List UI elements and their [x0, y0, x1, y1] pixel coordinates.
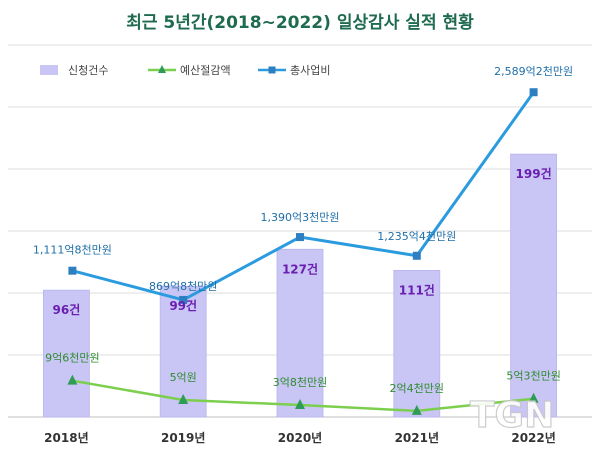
chart-title: 최근 5년간(2018~2022) 일상감사 실적 현황 [126, 13, 474, 33]
legend-swatch-0 [40, 65, 58, 75]
budget-savings-label-4: 5억3천만원 [506, 369, 560, 383]
total-cost-label-2: 1,390억3천만원 [261, 210, 340, 224]
legend: 신청건수 예산절감액 총사업비 [40, 64, 330, 77]
point-total-cost-1 [179, 295, 188, 304]
bar-4 [510, 153, 558, 418]
bar-0 [43, 289, 90, 418]
total-cost-label-3: 1,235억4천만원 [377, 229, 456, 243]
point-total-cost-4 [529, 88, 538, 97]
x-tick-label-3: 2021년 [395, 431, 439, 445]
bar-3 [393, 269, 441, 418]
bar-label-3: 111건 [399, 282, 435, 297]
bar-label-4: 199건 [516, 166, 552, 181]
point-total-cost-0 [68, 266, 77, 275]
watermark-logo: TGN [470, 395, 554, 436]
point-budget-savings-2 [295, 399, 305, 410]
budget-savings-label-1: 5억원 [170, 371, 197, 384]
x-tick-label-1: 2019년 [161, 431, 205, 445]
category-axis: 2018년 2019년 2020년 2021년 2022년 [44, 431, 556, 445]
line-series [67, 88, 539, 415]
point-budget-savings-4 [528, 392, 539, 403]
legend-label-1: 예산절감액 [180, 64, 231, 77]
x-tick-label-0: 2018년 [44, 431, 88, 445]
point-budget-savings-3 [411, 404, 422, 415]
total-cost-label-0: 1,111억8천만원 [33, 243, 112, 257]
point-budget-savings-0 [67, 374, 78, 385]
bar-label-0: 96건 [53, 302, 81, 317]
budget-savings-label-3: 2억4천만원 [390, 381, 444, 395]
x-tick-label-4: 2022년 [511, 431, 555, 445]
bar-label-2: 127건 [282, 261, 318, 276]
legend-label-2: 총사업비 [290, 64, 330, 77]
budget-savings-label-2: 3억8천만원 [273, 375, 327, 389]
x-tick-label-2: 2020년 [278, 431, 322, 445]
point-budget-savings-1 [178, 394, 189, 404]
data-labels: 96건 99건 127건 111건 199건 1,111억8천만원 869억8천만원 1,39… [33, 64, 573, 395]
total-cost-label-1: 869억8천만원 [149, 279, 217, 293]
total-cost-label-4: 2,589억2천만원 [494, 64, 573, 78]
budget-savings-label-0: 9억6천만원 [45, 351, 99, 365]
legend-label-0: 신청건수 [68, 64, 108, 77]
point-total-cost-3 [412, 251, 421, 260]
bar-2 [276, 248, 324, 418]
bar-series [43, 153, 558, 418]
bar-label-1: 99건 [169, 298, 197, 313]
point-total-cost-2 [296, 233, 304, 242]
